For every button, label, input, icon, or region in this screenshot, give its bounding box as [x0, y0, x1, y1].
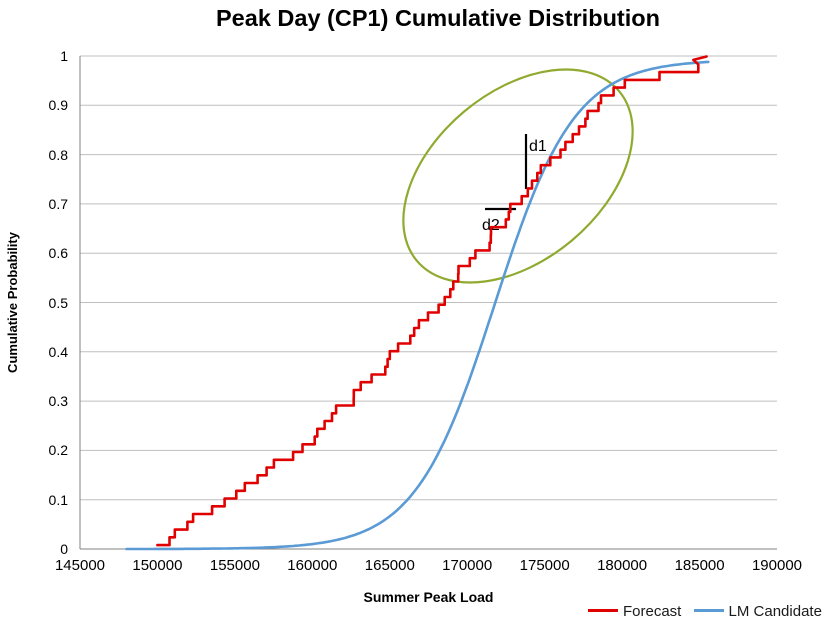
svg-text:d1: d1 [529, 138, 547, 155]
